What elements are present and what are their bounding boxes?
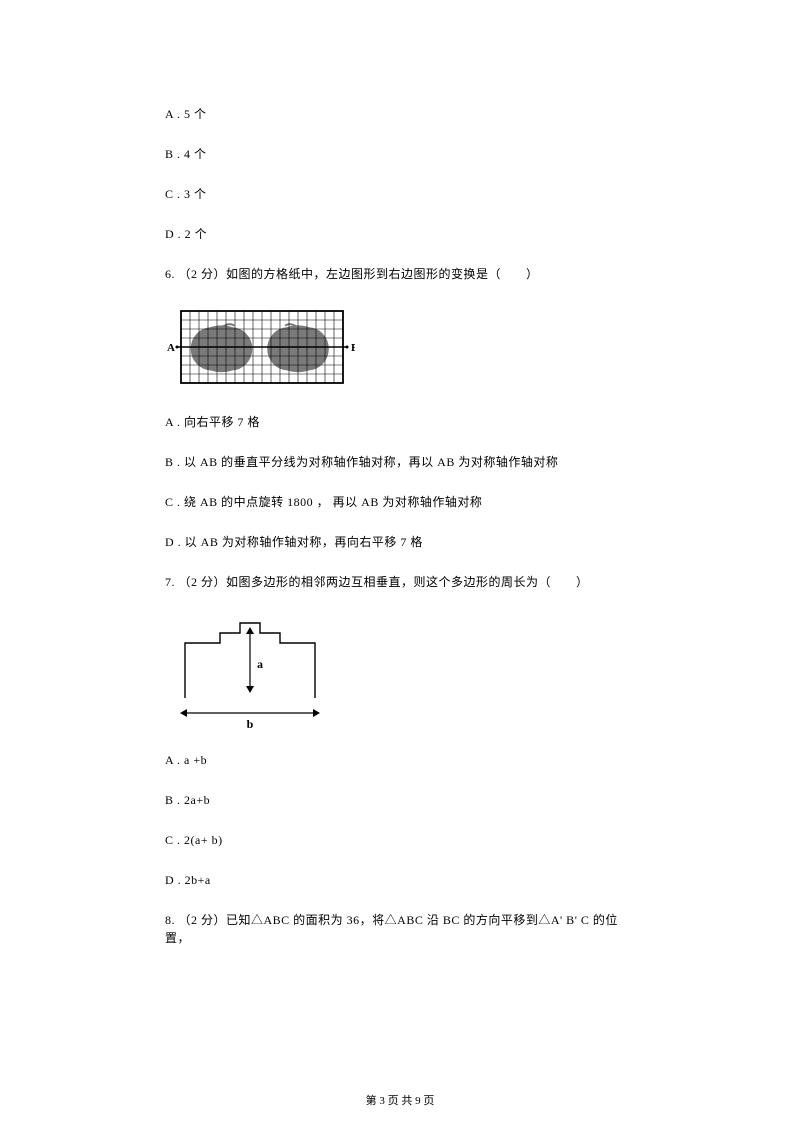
- q6-figure: AB: [165, 305, 635, 395]
- q5-option-a: A . 5 个: [165, 105, 635, 123]
- svg-text:a: a: [257, 657, 263, 671]
- q6-option-b: B . 以 AB 的垂直平分线为对称轴作轴对称，再以 AB 为对称轴作轴对称: [165, 453, 635, 471]
- page-footer: 第 3 页 共 9 页: [0, 1092, 800, 1108]
- q5-option-b: B . 4 个: [165, 145, 635, 163]
- q7-option-c: C . 2(a+ b): [165, 831, 635, 849]
- q7-option-d: D . 2b+a: [165, 871, 635, 889]
- q6-option-d: D . 以 AB 为对称轴作轴对称，再向右平移 7 格: [165, 533, 635, 551]
- q6-option-c: C . 绕 AB 的中点旋转 1800 ， 再以 AB 为对称轴作轴对称: [165, 493, 635, 511]
- q7-figure: ab: [165, 613, 635, 733]
- svg-text:B: B: [351, 342, 355, 354]
- svg-text:b: b: [247, 717, 254, 731]
- q7-option-b: B . 2a+b: [165, 791, 635, 809]
- q8-stem: 8. （2 分）已知△ABC 的面积为 36，将△ABC 沿 BC 的方向平移到…: [165, 911, 635, 947]
- q5-option-d: D . 2 个: [165, 225, 635, 243]
- q6-stem: 6. （2 分）如图的方格纸中，左边图形到右边图形的变换是（ ）: [165, 265, 635, 283]
- svg-text:A: A: [167, 342, 175, 354]
- q5-option-c: C . 3 个: [165, 185, 635, 203]
- q7-stem: 7. （2 分）如图多边形的相邻两边互相垂直，则这个多边形的周长为（ ）: [165, 573, 635, 591]
- q7-option-a: A . a +b: [165, 751, 635, 769]
- q6-option-a: A . 向右平移 7 格: [165, 413, 635, 431]
